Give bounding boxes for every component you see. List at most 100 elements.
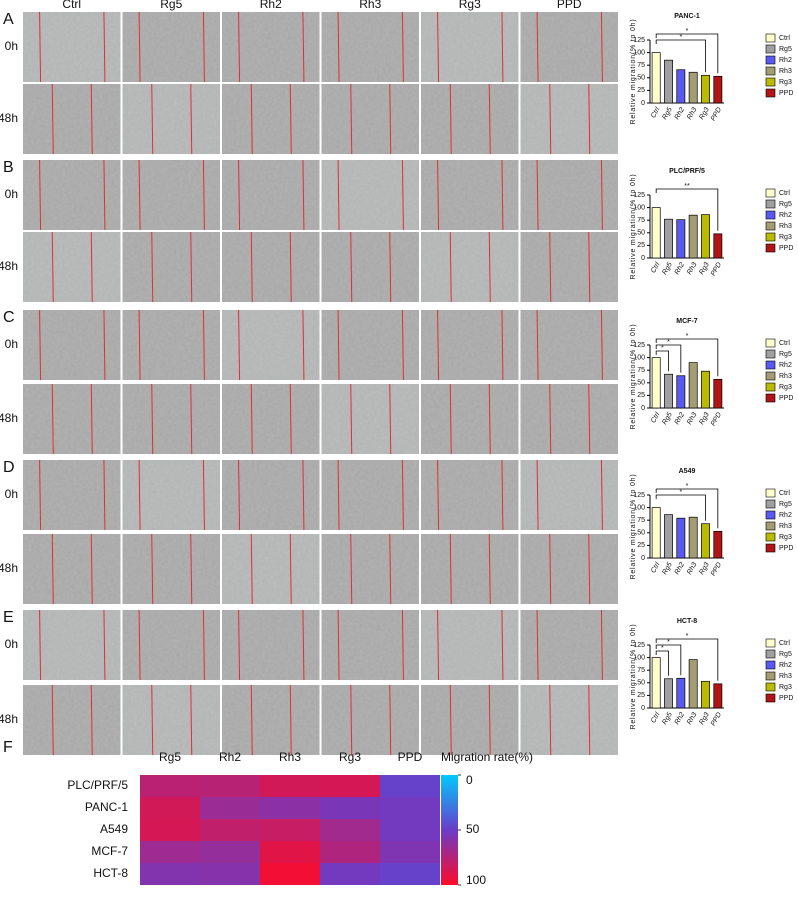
wound-edge [90,383,93,455]
wound-edge [238,459,241,531]
significance-bracket [655,650,669,676]
wound-edge [401,11,404,83]
significance-label: * [679,34,682,41]
wound-edge [138,309,141,381]
legend-swatch [765,188,776,198]
heatmap-cell [260,863,320,885]
x-tick-label: Rg5 [661,261,674,276]
wound-edge [488,231,491,303]
y-tick-label: 75 [637,217,645,224]
wound-edge [151,684,154,756]
chart-title: PANC-1 [674,13,700,20]
significance-label: * [686,28,689,35]
wound-edge [51,684,54,756]
y-tick-label: 125 [633,342,645,349]
x-tick-label: Ctrl [650,106,662,119]
cell-texture [222,610,320,680]
x-tick-label: Ctrl [650,411,662,424]
significance-bracket [655,338,719,377]
wound-edge [103,309,106,381]
column-label: Rh2 [260,0,282,11]
wound-edge [488,684,491,756]
y-tick-label: 100 [633,49,645,56]
y-tick-label: 100 [633,354,645,361]
wound-edge [250,684,253,756]
legend-label: Rh3 [779,523,792,530]
legend-label: PPD [779,245,793,252]
cell-texture [520,384,618,454]
wound-edge [151,83,154,155]
legend-swatch [765,44,776,54]
heatmap-cell [320,797,380,819]
cell-texture [122,232,220,302]
legend-label: Rh3 [779,373,792,380]
heatmap-cell [320,863,380,885]
wound-edge [600,459,603,531]
wound-edge [289,83,292,155]
legend-swatch [765,693,776,703]
chart-title: PLC/PRF/5 [669,168,705,175]
wound-edge [401,459,404,531]
wound-edge [289,684,292,756]
cell-texture [222,84,320,154]
wound-edge [51,83,54,155]
heatmap-cell [200,841,260,863]
bar [701,523,710,559]
wound-edge [401,609,404,681]
y-tick-label: 125 [633,192,645,199]
cell-texture [222,685,320,755]
wound-edge [337,11,340,83]
y-axis-label: Relative migration(% to 0h) [630,323,637,429]
wound-edge [389,83,392,155]
wound-edge [190,83,193,155]
bar [676,69,686,104]
cell-texture [520,84,618,154]
wound-edge [289,533,292,605]
legend-label: PPD [779,695,793,702]
wound-edge [51,533,54,605]
wound-edge [536,11,539,83]
cell-texture [23,534,121,604]
cell-texture [520,232,618,302]
wound-edge [250,231,253,303]
y-tick-label: 25 [637,692,645,699]
wound-edge [289,383,292,455]
chart-title: MCF-7 [676,318,697,325]
column-label: Rg3 [459,0,481,11]
wound-edge [536,609,539,681]
x-tick-label: Rh2 [674,561,687,576]
legend-label: Rg3 [779,234,792,241]
x-tick-label: Rh2 [674,411,687,426]
significance-bracket [655,644,682,676]
legend-label: PPD [779,90,793,97]
legend-swatch [765,649,776,659]
wound-edge [202,309,205,381]
bar [664,59,673,104]
bar [676,375,686,409]
wound-edge [151,533,154,605]
row-label: 48h [0,712,18,726]
legend-swatch [765,232,776,242]
wound-edge [549,684,552,756]
significance-bracket [655,494,706,521]
wound-edge [302,609,305,681]
wound-edge [600,11,603,83]
wound-edge [588,684,591,756]
x-tick-label: PPD [710,561,723,577]
significance-label: * [661,345,664,352]
wound-edge [488,383,491,455]
wound-edge [389,383,392,455]
wound-edge [449,383,452,455]
wound-edge [549,383,552,455]
panel-letter: B [3,159,14,176]
wound-edge [337,159,340,231]
legend-label: Ctrl [779,190,790,197]
cell-texture [222,160,320,230]
significance-label: * [667,639,670,646]
row-label: 0h [5,187,18,201]
cell-texture [520,685,618,755]
significance-label: * [667,339,670,346]
wound-edge [501,459,504,531]
x-tick-label: Rh3 [686,561,699,576]
x-tick-label: Rg5 [661,711,674,726]
